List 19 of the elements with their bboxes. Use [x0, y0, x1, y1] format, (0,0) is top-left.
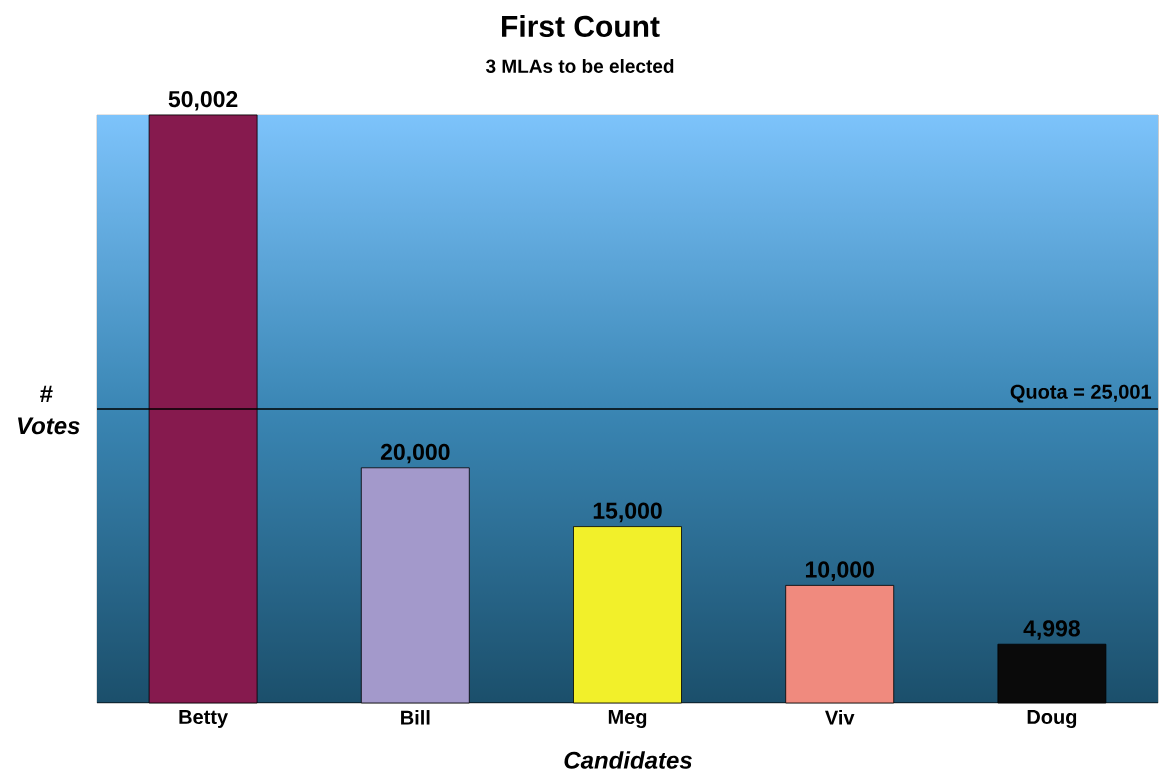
- bar: [997, 643, 1107, 704]
- x-tick-label: Bill: [401, 710, 430, 725]
- chart-title: First Count: [502, 14, 660, 37]
- x-axis-title: Candidates: [564, 751, 692, 769]
- x-tick-label: Meg: [608, 710, 647, 729]
- ref-line-label: Quota = 25,001: [1010, 384, 1152, 403]
- x-tick-label: Betty: [179, 710, 228, 728]
- data-label: 4,998: [1023, 620, 1080, 640]
- bar: [573, 526, 682, 704]
- data-label: 20,000: [380, 443, 450, 464]
- data-label: 50,002: [168, 90, 238, 111]
- bar: [785, 584, 895, 704]
- chart-subtitle: 3 MLAs to be elected: [485, 58, 674, 73]
- data-label: 15,000: [593, 502, 662, 523]
- x-tick-label: Doug: [1027, 710, 1077, 729]
- x-tick-label: Viv: [825, 710, 855, 725]
- data-label: 10,000: [805, 561, 874, 581]
- y-axis-title: # Votes: [18, 385, 80, 435]
- bar: [360, 467, 470, 704]
